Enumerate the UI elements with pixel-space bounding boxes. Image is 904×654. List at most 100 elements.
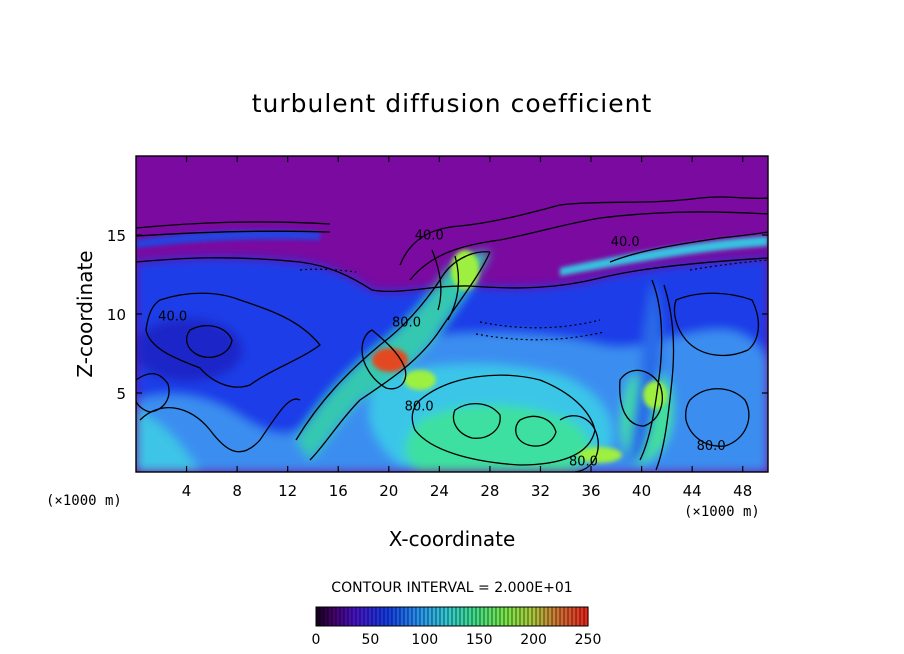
colorbar-swatch	[492, 607, 497, 626]
contour-label: 40.0	[415, 229, 444, 244]
contour-label: 40.0	[611, 235, 640, 250]
colorbar-swatch	[384, 607, 389, 626]
contour-line	[145, 292, 321, 388]
contour-line	[559, 415, 599, 472]
contour-line	[361, 329, 407, 390]
contour-label: 40.0	[158, 309, 187, 324]
colorbar-swatch	[440, 607, 445, 626]
colorbar-swatch	[460, 607, 465, 626]
chart-title: turbulent diffusion coefficient	[252, 89, 653, 118]
colorbar-swatch	[512, 607, 517, 626]
contour-lines	[136, 196, 768, 472]
colorbar-swatch	[496, 607, 501, 626]
colorbar-swatch	[540, 607, 545, 626]
x-tick-label: 4	[182, 482, 192, 500]
x-unit-label-left: (×1000 m)	[46, 493, 122, 509]
colorbar-swatch	[504, 607, 509, 626]
contour-line	[639, 279, 663, 461]
contour-line	[136, 221, 331, 229]
colorbar-swatch	[404, 607, 409, 626]
colorbar-swatch	[464, 607, 469, 626]
colorbar-swatch	[480, 607, 485, 626]
contour-line	[452, 403, 501, 439]
contour-line	[655, 284, 675, 471]
colorbar-swatch	[428, 607, 433, 626]
x-tick-label: 36	[581, 482, 600, 500]
colorbar-swatch	[500, 607, 505, 626]
x-tick-label: 44	[683, 482, 702, 500]
heatmap-field: 40.0 40.0 80.0 80.0 40.0 80.0 80.0	[136, 156, 768, 472]
x-tick-label: 32	[531, 482, 550, 500]
colorbar-swatch	[556, 607, 561, 626]
colorbar-frame	[315, 606, 589, 627]
colorbar-swatch	[424, 607, 429, 626]
colorbar-swatch	[360, 607, 365, 626]
colorbar-swatch	[348, 607, 353, 626]
contour-line	[609, 231, 768, 263]
colorbar-swatch	[344, 607, 349, 626]
colorbar-swatch	[516, 607, 521, 626]
colorbar-swatch	[544, 607, 549, 626]
colorbar-swatch	[456, 607, 461, 626]
colorbar-swatch	[528, 607, 533, 626]
colorbar-swatch	[568, 607, 573, 626]
y-tick-label: 5	[116, 385, 126, 403]
colorbar-swatch	[340, 607, 345, 626]
contour-label: 80.0	[569, 455, 598, 470]
colorbar-tick-label: 250	[575, 632, 602, 648]
colorbar-swatch	[328, 607, 333, 626]
x-tick-label: 28	[480, 482, 499, 500]
colorbar-swatch	[564, 607, 569, 626]
y-axis: 5 10 15	[107, 227, 768, 403]
contour-dotted	[299, 259, 768, 341]
colorbar-swatch	[580, 607, 585, 626]
contour-line	[136, 230, 331, 237]
contour-label: 80.0	[405, 399, 434, 414]
colorbar-swatch	[364, 607, 369, 626]
x-tick-label: 48	[733, 482, 752, 500]
colorbar-swatch	[548, 607, 553, 626]
colorbar-swatch	[324, 607, 329, 626]
contour-line	[409, 211, 768, 281]
colorbar-swatch	[408, 607, 413, 626]
colorbar-swatch	[420, 607, 425, 626]
colorbar-swatch	[468, 607, 473, 626]
colorbar-swatch	[332, 607, 337, 626]
contour-line-dotted	[479, 319, 601, 329]
contour-line	[673, 292, 759, 357]
colorbar-swatch	[448, 607, 453, 626]
colorbar-swatch	[380, 607, 385, 626]
colorbar-swatch	[432, 607, 437, 626]
colorbar-swatch	[372, 607, 377, 626]
colorbar-swatch	[376, 607, 381, 626]
contour-line	[447, 255, 460, 321]
colorbar-swatch	[532, 607, 537, 626]
colorbar-swatch	[388, 607, 393, 626]
contour-line	[515, 415, 557, 447]
contour-line	[136, 373, 170, 413]
colorbar-swatch	[584, 607, 589, 626]
colorbar-swatch	[444, 607, 449, 626]
colorbar-swatch	[392, 607, 397, 626]
contour-line	[309, 251, 491, 461]
contour-label-layer: 40.0 40.0 80.0 80.0 40.0 80.0 80.0	[158, 229, 725, 470]
field-cyan-left	[136, 410, 200, 472]
colorbar-swatch	[560, 607, 565, 626]
colorbar-swatch	[572, 607, 577, 626]
x-tick-label: 24	[430, 482, 449, 500]
colorbar-swatch	[452, 607, 457, 626]
colorbar-swatch	[536, 607, 541, 626]
colorbar-swatch	[476, 607, 481, 626]
field-color-layer	[136, 251, 768, 472]
field-high-spot-4	[578, 447, 622, 463]
contour-line-dotted	[299, 268, 357, 273]
y-tick-label: 15	[107, 227, 126, 245]
colorbar-tick-label: 200	[520, 632, 547, 648]
contour-line	[619, 369, 663, 427]
colorbar-swatch	[396, 607, 401, 626]
x-tick-label: 16	[329, 482, 348, 500]
colorbar-swatch	[508, 607, 513, 626]
x-tick-label: 12	[278, 482, 297, 500]
field-peak-spot	[372, 348, 408, 372]
